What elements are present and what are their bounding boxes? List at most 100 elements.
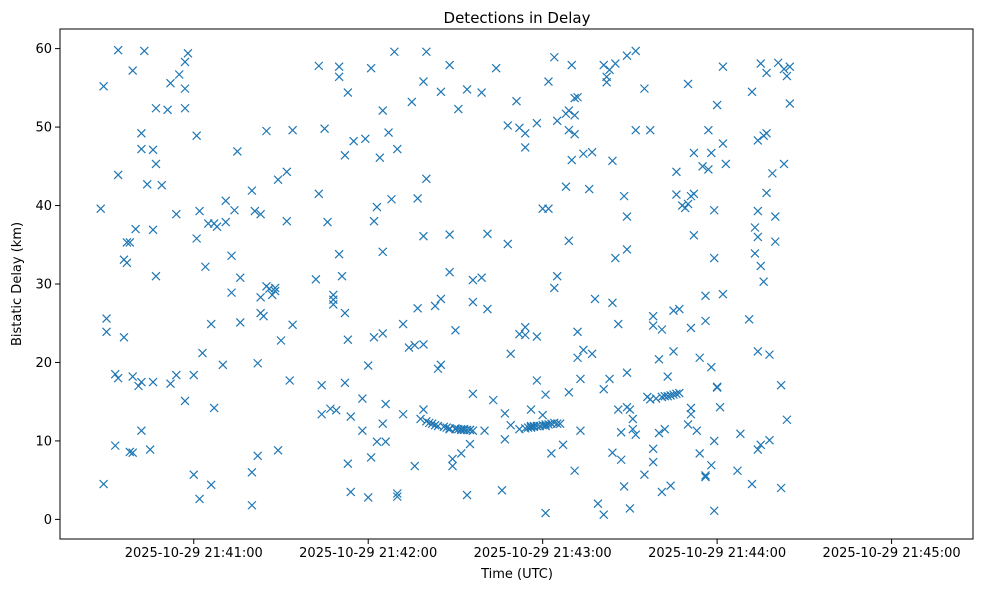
data-point xyxy=(125,237,135,247)
data-point xyxy=(686,323,696,333)
data-point xyxy=(218,360,228,370)
data-point xyxy=(230,205,239,215)
x-axis-label: Time (UTC) xyxy=(480,567,553,582)
data-point xyxy=(366,452,376,462)
data-point xyxy=(180,57,190,67)
data-point xyxy=(500,434,510,444)
data-point xyxy=(488,395,498,405)
data-point xyxy=(424,418,434,428)
data-point xyxy=(733,466,742,476)
data-point xyxy=(166,379,175,389)
data-point xyxy=(622,245,632,254)
data-point xyxy=(328,299,338,309)
data-point xyxy=(273,175,283,185)
data-point xyxy=(640,84,649,94)
data-point xyxy=(334,62,344,72)
data-point xyxy=(381,399,391,409)
data-point xyxy=(136,377,146,387)
data-point xyxy=(192,131,202,141)
data-point xyxy=(398,409,408,419)
y-tick-label: 60 xyxy=(35,42,52,57)
data-point xyxy=(753,135,763,145)
data-point xyxy=(157,180,167,190)
data-point xyxy=(599,510,609,520)
data-point xyxy=(561,182,571,192)
data-point xyxy=(578,149,588,159)
data-point xyxy=(669,347,678,356)
data-point xyxy=(648,444,658,454)
data-point xyxy=(576,374,585,384)
data-point xyxy=(506,349,516,359)
data-point xyxy=(541,390,551,400)
data-point xyxy=(267,290,277,300)
data-point xyxy=(421,174,431,184)
data-point xyxy=(625,405,635,414)
x-tick-label: 2025-10-29 21:42:00 xyxy=(299,546,437,561)
data-point xyxy=(477,88,487,97)
data-point xyxy=(669,306,678,316)
data-point xyxy=(608,298,617,308)
data-point xyxy=(288,320,298,330)
data-point xyxy=(779,64,789,74)
data-point xyxy=(128,448,138,458)
data-point xyxy=(410,461,420,471)
data-point xyxy=(192,234,202,243)
x-tick-label: 2025-10-29 21:41:00 xyxy=(125,546,263,561)
data-point xyxy=(200,262,210,272)
data-point xyxy=(756,261,766,271)
data-point xyxy=(651,394,661,403)
data-point xyxy=(701,316,710,326)
data-point xyxy=(128,372,138,382)
data-point xyxy=(631,125,641,135)
data-point xyxy=(456,449,466,458)
data-point xyxy=(482,304,492,314)
data-point xyxy=(599,60,609,70)
data-point xyxy=(622,368,632,378)
data-point xyxy=(546,449,556,458)
data-point xyxy=(433,364,443,374)
data-point xyxy=(718,289,728,299)
data-point xyxy=(320,124,330,134)
data-point xyxy=(288,125,298,135)
data-point xyxy=(715,402,725,412)
data-point xyxy=(608,156,617,166)
data-point xyxy=(462,84,472,94)
data-point xyxy=(756,59,766,68)
data-point xyxy=(482,229,492,239)
data-point xyxy=(491,63,501,73)
data-point xyxy=(628,414,638,424)
data-point xyxy=(570,466,580,476)
data-point xyxy=(445,230,455,239)
data-point xyxy=(343,88,353,97)
data-point xyxy=(520,330,530,340)
data-point xyxy=(619,191,629,201)
data-point xyxy=(776,483,786,493)
data-point xyxy=(151,271,161,281)
data-point xyxy=(573,327,582,337)
data-point xyxy=(526,405,536,414)
data-point xyxy=(340,308,350,318)
y-tick-label: 50 xyxy=(35,121,52,136)
data-point xyxy=(573,353,582,363)
y-tick-label: 10 xyxy=(35,434,52,449)
data-point xyxy=(340,150,350,160)
data-point xyxy=(96,204,106,214)
data-point xyxy=(113,373,123,383)
data-point xyxy=(99,81,109,91)
data-point xyxy=(500,409,510,418)
data-point xyxy=(468,389,478,399)
data-point xyxy=(349,136,359,146)
data-point xyxy=(625,503,635,513)
data-point xyxy=(392,489,402,498)
data-point xyxy=(372,437,382,447)
data-point xyxy=(689,189,699,199)
data-point xyxy=(369,332,379,342)
data-point xyxy=(674,388,684,398)
data-point xyxy=(378,106,388,116)
data-point xyxy=(206,480,216,490)
data-point xyxy=(110,369,120,379)
data-point xyxy=(183,48,193,58)
data-point xyxy=(166,78,175,88)
data-point xyxy=(706,362,716,372)
data-point xyxy=(593,499,603,509)
